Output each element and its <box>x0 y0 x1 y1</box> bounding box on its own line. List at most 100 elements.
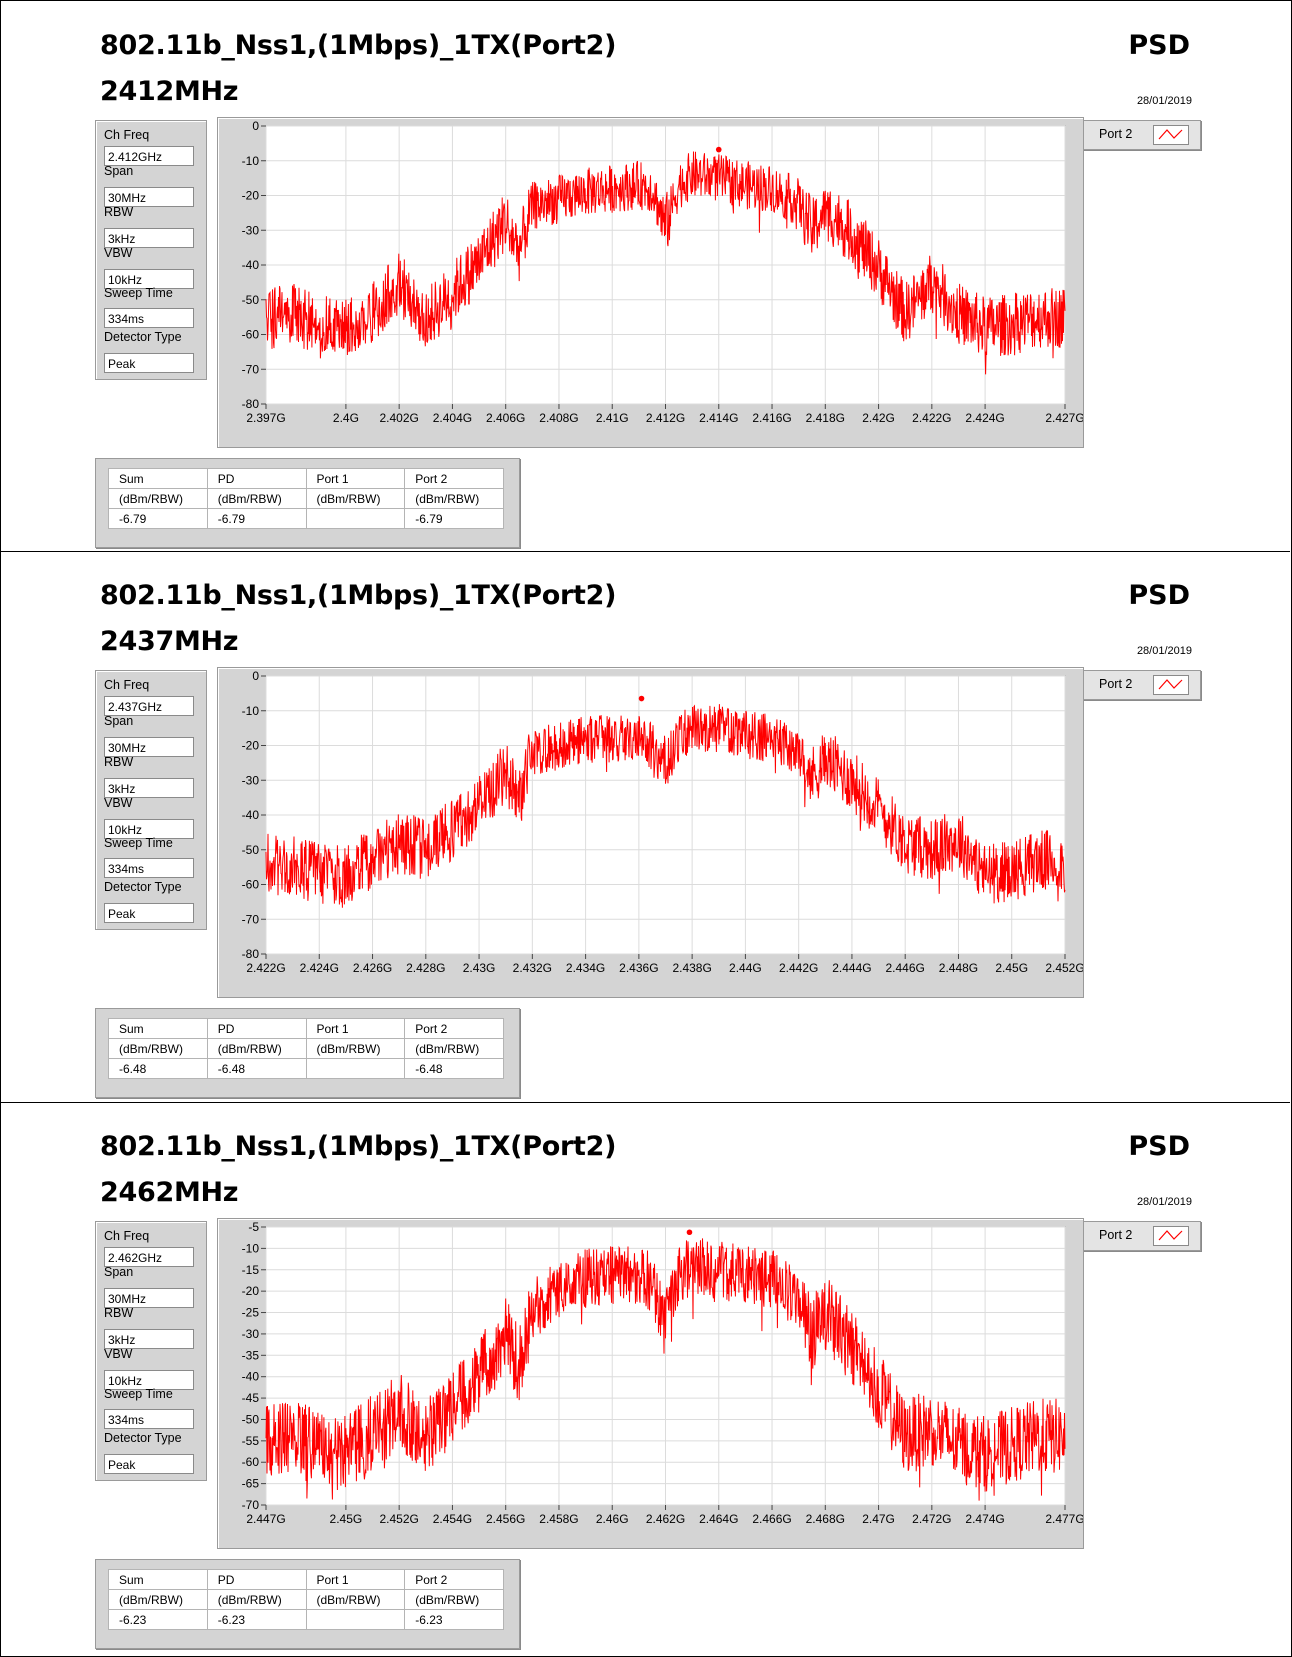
header-port2: Port 2 <box>404 1569 504 1590</box>
header-port1: Port 1 <box>305 1569 406 1590</box>
value-pd: -6.79 <box>206 508 307 529</box>
x-tick-label: 2.424G <box>300 961 339 975</box>
vbw-label: VBW <box>104 246 133 260</box>
detector-type-label: Detector Type <box>104 1431 182 1445</box>
x-tick-label: 2.444G <box>832 961 871 975</box>
x-tick-label: 2.436G <box>619 961 658 975</box>
span-label: Span <box>104 1265 134 1279</box>
x-tick-label: 2.442G <box>779 961 818 975</box>
legend: Port 2 <box>1083 120 1201 150</box>
y-tick-label: -40 <box>242 258 260 272</box>
header-pd: PD <box>206 1018 307 1039</box>
y-tick-label: -25 <box>242 1306 260 1320</box>
x-tick-label: 2.456G <box>486 1512 525 1526</box>
header-port1: Port 1 <box>305 1018 406 1039</box>
psd-panel-2462: 802.11b_Nss1,(1Mbps)_1TX(Port2) PSD 2462… <box>0 1102 1290 1654</box>
span-label: Span <box>104 714 134 728</box>
x-tick-label: 2.402G <box>379 411 418 425</box>
unit-sum: (dBm/RBW) <box>108 1038 208 1059</box>
x-tick-label: 2.466G <box>752 1512 791 1526</box>
mode-label: PSD <box>1128 580 1190 611</box>
series-line-port-2 <box>265 151 1066 375</box>
spectrum-chart: 0 -10 -20 -30 -40 -50 -60 -70 -80 2.397G 2.4G 2.402… <box>217 117 1084 448</box>
x-tick-label: 2.452G <box>1045 961 1083 975</box>
x-tick-label: 2.468G <box>806 1512 845 1526</box>
sweep-time-value: 334ms <box>104 1409 194 1429</box>
detector-type-value: Peak <box>104 903 194 923</box>
results-table: Sum PD Port 1 Port 2 (dBm/RBW) (dBm/RBW) (dBm… <box>108 1018 504 1079</box>
x-tick-label: 2.414G <box>699 411 738 425</box>
date-label: 28/01/2019 <box>1136 1196 1192 1208</box>
date-label: 28/01/2019 <box>1136 645 1192 657</box>
ch-freq-label: Ch Freq <box>104 128 150 142</box>
y-tick-label: 0 <box>252 119 259 133</box>
results-table: Sum PD Port 1 Port 2 (dBm/RBW) (dBm/RBW) (dBm… <box>108 468 504 529</box>
spectrum-chart: 0 -10 -20 -30 -40 -50 -60 -70 -80 2.422G 2.424G 2.4… <box>217 667 1084 998</box>
y-tick-label: -20 <box>242 739 260 753</box>
legend-line-swatch <box>1153 675 1189 695</box>
x-tick-label: 2.472G <box>912 1512 951 1526</box>
value-sum: -6.23 <box>108 1609 208 1630</box>
legend: Port 2 <box>1083 670 1201 700</box>
ch-freq-value: 2.412GHz <box>104 146 194 166</box>
header-pd: PD <box>206 1569 307 1590</box>
y-tick-label: -50 <box>242 1412 260 1426</box>
y-tick-label: -60 <box>242 328 260 342</box>
x-tick-label: 2.404G <box>433 411 472 425</box>
header-port1: Port 1 <box>305 468 406 489</box>
x-tick-label: 2.477G <box>1045 1512 1083 1526</box>
results-table-panel: Sum PD Port 1 Port 2 (dBm/RBW) (dBm/RBW) (dBm… <box>95 1008 520 1098</box>
series-line-port-2 <box>265 704 1066 908</box>
unit-sum: (dBm/RBW) <box>108 1589 208 1610</box>
unit-pd: (dBm/RBW) <box>206 1038 307 1059</box>
x-tick-label: 2.416G <box>752 411 791 425</box>
unit-port1: (dBm/RBW) <box>305 1589 406 1610</box>
x-tick-label: 2.45G <box>330 1512 363 1526</box>
value-port1 <box>305 508 406 529</box>
y-tick-label: -30 <box>242 773 260 787</box>
y-tick-label: -80 <box>242 397 260 411</box>
ch-freq-label: Ch Freq <box>104 678 150 692</box>
value-sum: -6.48 <box>108 1058 208 1079</box>
x-tick-label: 2.406G <box>486 411 525 425</box>
y-tick-label: -40 <box>242 808 260 822</box>
settings-panel: Ch Freq 2.462GHz Span 30MHz RBW 3kHz VBW… <box>95 1221 207 1481</box>
panel-title: 802.11b_Nss1,(1Mbps)_1TX(Port2) <box>100 580 617 611</box>
peak-marker <box>638 695 645 702</box>
spectrum-chart-svg: 0 -10 -20 -30 -40 -50 -60 -70 -802.422G 2.424G 2.4… <box>242 669 1083 975</box>
header-sum: Sum <box>108 1569 208 1590</box>
detector-type-value: Peak <box>104 1454 194 1474</box>
y-tick-label: -65 <box>242 1477 260 1491</box>
ch-freq-value: 2.462GHz <box>104 1247 194 1267</box>
header-port2: Port 2 <box>404 1018 504 1039</box>
unit-pd: (dBm/RBW) <box>206 1589 307 1610</box>
rbw-label: RBW <box>104 755 134 769</box>
y-tick-label: -70 <box>242 912 260 926</box>
ch-freq-value: 2.437GHz <box>104 696 194 716</box>
y-tick-label: -60 <box>242 878 260 892</box>
detector-type-value: Peak <box>104 353 194 373</box>
sweep-time-label: Sweep Time <box>104 286 173 300</box>
psd-panel-2437: 802.11b_Nss1,(1Mbps)_1TX(Port2) PSD 2437… <box>0 551 1290 1103</box>
date-label: 28/01/2019 <box>1136 95 1192 107</box>
settings-panel: Ch Freq 2.437GHz Span 30MHz RBW 3kHz VBW… <box>95 670 207 930</box>
y-tick-label: -40 <box>242 1370 260 1384</box>
unit-pd: (dBm/RBW) <box>206 488 307 509</box>
y-tick-label: -10 <box>242 704 260 718</box>
value-pd: -6.48 <box>206 1058 307 1079</box>
legend-line-swatch <box>1153 1226 1189 1246</box>
legend-label: Port 2 <box>1099 127 1133 141</box>
ch-freq-label: Ch Freq <box>104 1229 150 1243</box>
vbw-value: 10kHz <box>104 269 194 289</box>
unit-port2: (dBm/RBW) <box>404 1038 504 1059</box>
x-tick-label: 2.43G <box>463 961 496 975</box>
x-tick-label: 2.432G <box>513 961 552 975</box>
x-tick-label: 2.447G <box>246 1512 285 1526</box>
y-tick-label: -10 <box>242 1241 260 1255</box>
unit-sum: (dBm/RBW) <box>108 488 208 509</box>
x-tick-label: 2.44G <box>729 961 762 975</box>
panel-title: 802.11b_Nss1,(1Mbps)_1TX(Port2) <box>100 30 617 61</box>
y-tick-label: -20 <box>242 189 260 203</box>
settings-panel: Ch Freq 2.412GHz Span 30MHz RBW 3kHz VBW… <box>95 120 207 380</box>
vbw-label: VBW <box>104 1347 133 1361</box>
